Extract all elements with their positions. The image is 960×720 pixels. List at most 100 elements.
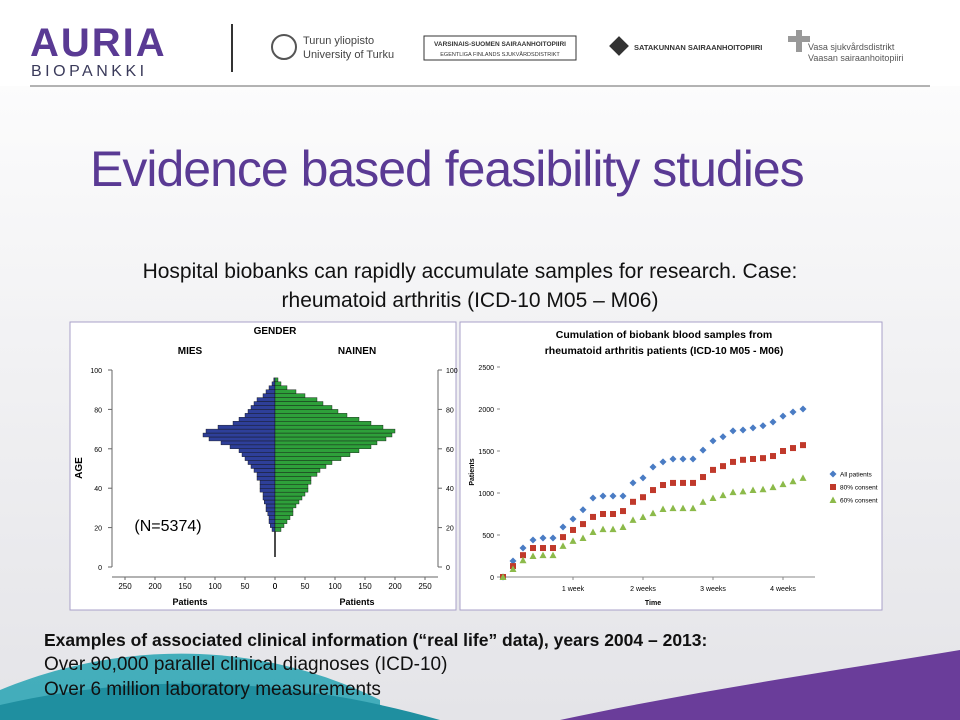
point: [530, 545, 536, 552]
bar: [265, 389, 276, 394]
point: [799, 474, 807, 481]
bar: [274, 460, 333, 465]
x-tick-label: 50: [301, 582, 310, 591]
point: [549, 551, 557, 559]
y-tick-label: 0: [490, 575, 494, 582]
bar: [238, 448, 276, 453]
y-tick-label: 0: [98, 565, 102, 572]
x-tick-label: 1 week: [562, 586, 585, 593]
bar: [274, 456, 342, 461]
y-tick-label: 100: [446, 368, 458, 375]
bar: [271, 527, 276, 532]
bar: [274, 519, 288, 524]
bar: [274, 397, 318, 402]
bar: [268, 385, 276, 390]
x-tick-label: 200: [388, 582, 402, 591]
point: [649, 509, 657, 517]
bar: [259, 488, 276, 493]
y-tick-label: 1000: [478, 491, 494, 498]
point: [560, 534, 566, 541]
bar: [274, 468, 321, 473]
point: [759, 422, 767, 430]
bar: [274, 421, 372, 426]
bar: [205, 428, 276, 434]
charts: GENDER MIES NAINEN 0 0 20 20 40 40 60 60 80 80 100 100…: [74, 326, 878, 607]
y-tick-label: 60: [446, 447, 454, 454]
bar: [274, 507, 294, 513]
point: [639, 474, 647, 482]
bar: [274, 401, 324, 406]
point: [629, 479, 637, 487]
swoosh-teal-dark: [0, 683, 440, 720]
bar: [250, 464, 276, 469]
x-axis-title: Patients: [339, 597, 374, 607]
bar: [274, 413, 348, 418]
x-tick-label: 100: [208, 582, 222, 591]
x-tick-label: 3 weeks: [700, 586, 726, 593]
bar: [244, 456, 276, 461]
bar: [274, 484, 309, 489]
point: [779, 480, 787, 488]
x-tick-label: 0: [273, 582, 278, 591]
bar: [270, 523, 276, 528]
footer-line: Over 90,000 parallel clinical diagnoses …: [44, 654, 447, 675]
logo-satakunta: SATAKUNNAN SAIRAANHOITOPIIRI: [634, 43, 762, 52]
point: [610, 511, 616, 517]
legend-label: 80% consent: [840, 485, 878, 492]
bar: [274, 405, 333, 410]
bar: [253, 468, 276, 473]
point: [629, 516, 637, 523]
point: [689, 504, 697, 512]
y-tick-label: 20: [94, 526, 102, 533]
point: [730, 458, 736, 465]
bar: [274, 409, 339, 414]
x-axis-title: Patients: [172, 597, 207, 607]
point: [660, 482, 666, 489]
bar: [253, 401, 276, 406]
point: [679, 455, 687, 463]
point: [650, 487, 656, 494]
x-tick-label: 50: [241, 582, 250, 591]
bar: [274, 393, 306, 398]
bar: [274, 436, 387, 442]
logo-vasa: Vaasan sairaanhoitopiiri: [808, 53, 903, 63]
point: [559, 523, 567, 531]
point: [780, 448, 786, 454]
point: [719, 433, 727, 441]
y-axis-title: AGE: [74, 457, 85, 479]
x-tick-label: 200: [148, 582, 162, 591]
point: [630, 498, 636, 505]
bar: [274, 440, 378, 446]
point: [580, 521, 586, 528]
intro-text: Hospital biobanks can rapidly accumulate…: [143, 260, 798, 283]
point: [640, 494, 646, 501]
logo-vasa: Vasa sjukvårdsdistrikt: [808, 42, 895, 52]
logo-turku-mark: [271, 34, 297, 60]
bar: [241, 452, 276, 457]
bar: [262, 393, 276, 398]
bar: [274, 480, 312, 485]
y-tick-label: 2000: [478, 407, 494, 414]
point: [589, 528, 597, 536]
bar: [262, 491, 276, 497]
y-tick-label: 500: [482, 533, 494, 540]
point: [800, 442, 806, 449]
bar: [274, 381, 282, 386]
point: [639, 513, 647, 520]
logo-turku: University of Turku: [303, 49, 394, 61]
x-tick-label: 100: [328, 582, 342, 591]
point: [529, 536, 537, 544]
y-tick-label: 60: [94, 447, 102, 454]
bar: [274, 491, 306, 497]
point: [529, 552, 537, 559]
point: [789, 408, 797, 416]
bar: [256, 476, 276, 481]
point: [699, 446, 707, 454]
bar: [208, 436, 276, 442]
bar: [274, 495, 303, 501]
point: [499, 573, 507, 580]
bar: [274, 417, 360, 422]
point: [509, 565, 517, 573]
bar: [250, 405, 276, 410]
